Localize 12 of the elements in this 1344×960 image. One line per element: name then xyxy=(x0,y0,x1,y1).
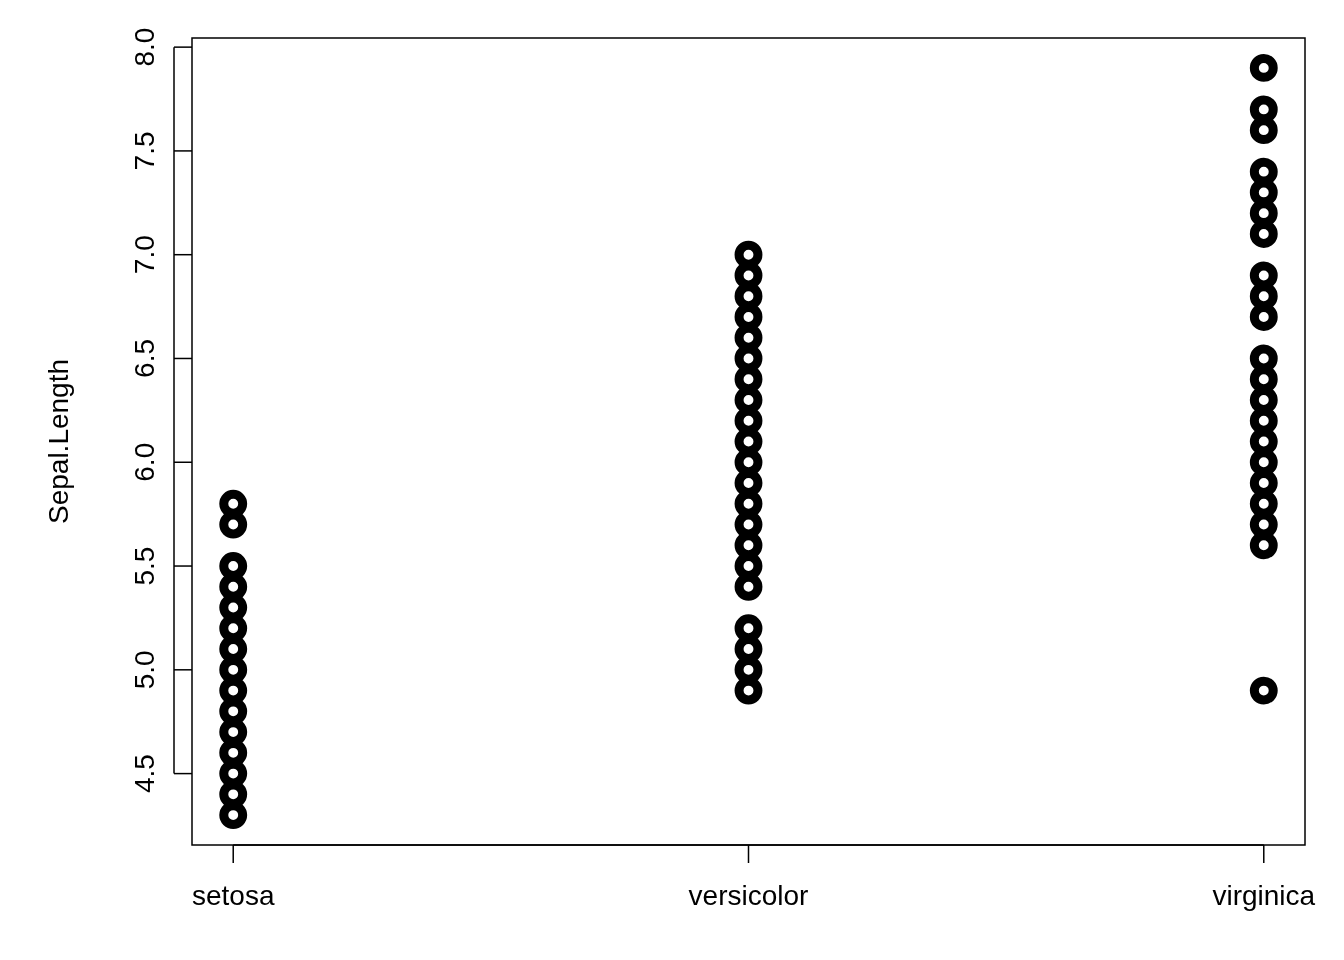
y-tick-label: 5.5 xyxy=(128,546,160,586)
y-tick-label: 8.0 xyxy=(128,27,160,67)
y-tick-label: 5.0 xyxy=(128,650,160,690)
x-tick-label: virginica xyxy=(1212,880,1316,911)
x-tick-label: versicolor xyxy=(688,880,809,911)
y-tick-label: 6.5 xyxy=(128,339,160,378)
y-tick-label: 6.0 xyxy=(128,442,160,482)
y-tick-label: 7.5 xyxy=(128,131,160,171)
y-axis-title: Sepal.Length xyxy=(42,358,74,525)
x-tick-label: setosa xyxy=(191,880,275,911)
y-tick-label: 4.5 xyxy=(128,754,160,794)
y-tick-label: 7.0 xyxy=(128,235,160,275)
